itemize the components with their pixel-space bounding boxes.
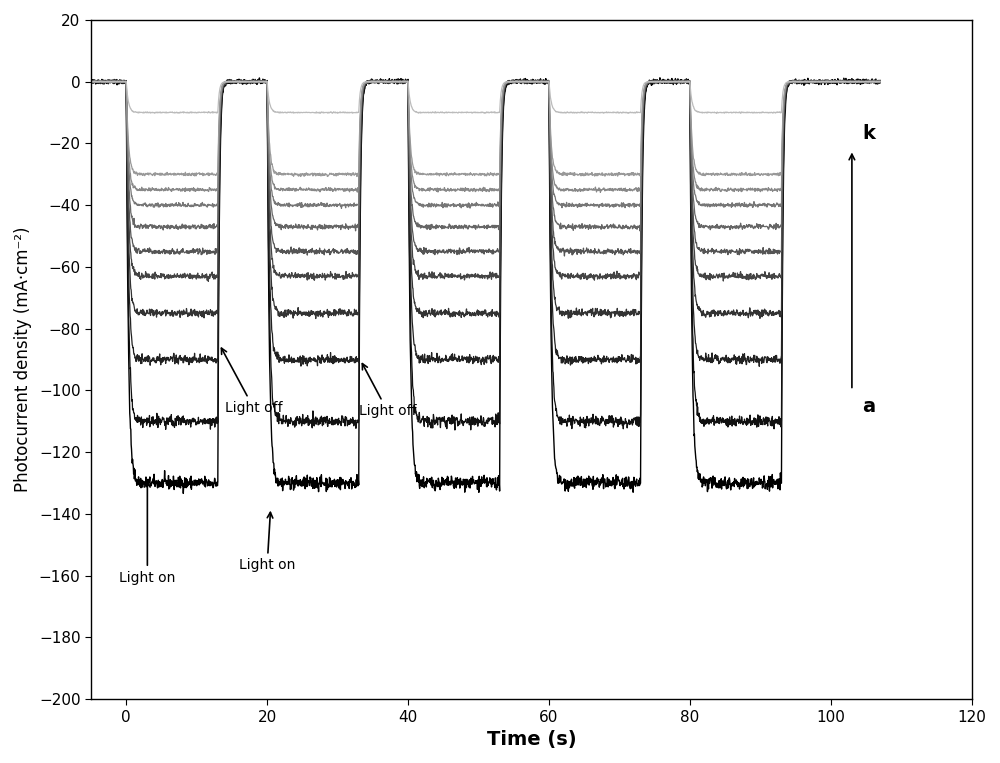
Text: k: k [862,124,875,143]
X-axis label: Time (s): Time (s) [487,730,576,749]
Text: Light on: Light on [239,512,295,572]
Text: Light off: Light off [221,348,282,415]
Text: Light off: Light off [359,364,416,418]
Text: Light on: Light on [119,481,176,584]
Y-axis label: Photocurrent density (mA·cm⁻²): Photocurrent density (mA·cm⁻²) [14,227,32,492]
Text: a: a [862,397,876,416]
